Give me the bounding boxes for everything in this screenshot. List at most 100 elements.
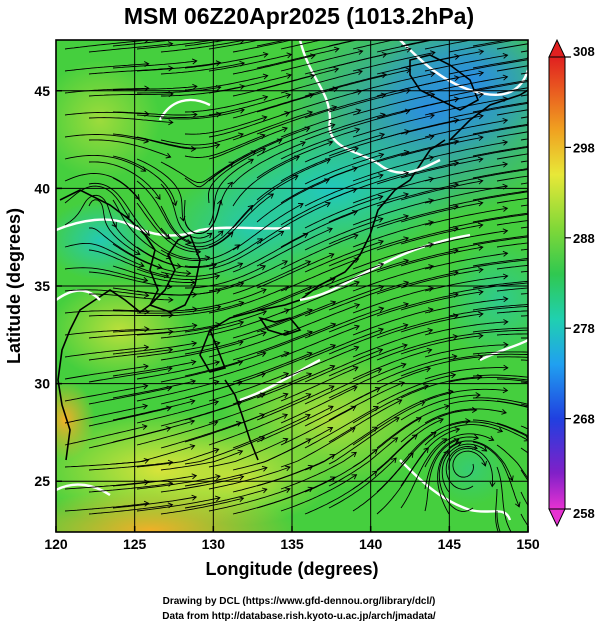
streamline — [88, 199, 141, 255]
streamline — [256, 405, 334, 443]
streamline-arrowhead — [481, 460, 487, 467]
streamline — [112, 177, 170, 240]
streamline — [208, 148, 266, 204]
streamline — [208, 331, 290, 358]
streamline — [328, 69, 411, 91]
streamline — [208, 286, 289, 314]
streamline — [184, 205, 253, 248]
streamline-arrowhead — [399, 381, 405, 387]
streamline-arrowhead — [576, 359, 581, 364]
streamline — [448, 191, 528, 207]
streamline — [184, 488, 267, 509]
streamline — [400, 313, 483, 333]
streamline-arrowhead — [572, 528, 577, 533]
streamline — [352, 221, 434, 248]
streamline — [496, 43, 528, 50]
streamline — [400, 428, 460, 487]
streamline-arrowhead — [215, 322, 222, 329]
streamline-arrowhead — [333, 46, 340, 53]
streamline-arrowhead — [238, 474, 245, 481]
streamline — [448, 40, 519, 53]
streamline — [136, 342, 220, 358]
streamline-arrowhead — [352, 233, 359, 240]
streamline-arrowhead — [186, 239, 192, 245]
streamline-arrowhead — [429, 92, 436, 99]
streamline — [280, 406, 356, 446]
streamline — [88, 117, 173, 123]
streamline — [208, 193, 274, 248]
streamline-arrowhead — [576, 259, 580, 264]
streamline — [136, 40, 217, 50]
x-tick-label: 120 — [44, 536, 68, 552]
streamline-arrowhead — [488, 435, 495, 442]
streamline — [208, 53, 292, 72]
streamline-arrowhead — [477, 222, 484, 229]
streamline — [208, 94, 291, 116]
y-axis-ticks: 25 30 35 40 45 — [34, 83, 62, 489]
streamline-arrowhead — [479, 28, 484, 33]
streamline-arrowhead — [572, 549, 577, 553]
streamline — [496, 153, 528, 160]
streamline — [400, 93, 484, 113]
streamline — [448, 353, 528, 361]
streamline-arrowhead — [213, 399, 220, 406]
streamline — [352, 72, 435, 94]
streamline — [184, 75, 268, 91]
streamline — [88, 367, 172, 383]
streamline-arrowhead — [134, 194, 140, 200]
streamline — [232, 393, 311, 427]
streamline — [304, 328, 384, 361]
streamline-arrowhead — [268, 193, 275, 199]
streamline-arrowhead — [331, 105, 338, 111]
streamline — [328, 40, 358, 47]
streamline-arrowhead — [237, 262, 244, 268]
streamline — [280, 325, 360, 358]
temperature-field — [56, 28, 587, 563]
streamline-arrowhead — [405, 46, 412, 53]
streamline — [208, 127, 288, 160]
streamline — [304, 113, 386, 141]
streamline-arrowhead — [354, 303, 361, 309]
streamline-arrowhead — [503, 319, 509, 325]
streamline — [88, 461, 173, 471]
streamline-arrowhead — [352, 366, 359, 372]
streamline-arrowhead — [328, 252, 335, 259]
streamline — [184, 436, 265, 465]
streamline-arrowhead — [477, 200, 484, 207]
streamline — [88, 314, 174, 317]
streamline — [184, 96, 268, 113]
streamline-arrowhead — [206, 232, 213, 239]
y-tick-label: 40 — [34, 180, 50, 196]
streamline-arrowhead — [217, 230, 224, 236]
streamline-arrowhead — [520, 558, 525, 563]
streamline-arrowhead — [324, 178, 330, 184]
streamline — [424, 207, 508, 226]
streamline-arrowhead — [582, 496, 587, 501]
streamline — [208, 139, 282, 182]
streamline — [232, 373, 312, 405]
streamline — [256, 454, 335, 487]
streamline-arrowhead — [305, 413, 311, 420]
streamline-arrowhead — [189, 398, 196, 405]
streamline — [352, 417, 422, 468]
streamline-arrowhead — [502, 273, 509, 280]
streamline-arrowhead — [393, 417, 400, 423]
streamline — [352, 114, 435, 138]
streamline-arrowhead — [248, 158, 254, 164]
streamline — [328, 417, 400, 465]
x-tick-label: 150 — [516, 536, 540, 552]
streamline-arrowhead — [287, 32, 292, 37]
streamline — [160, 301, 244, 317]
streamline-arrowhead — [382, 32, 387, 37]
streamline-arrowhead — [282, 126, 288, 133]
streamline — [328, 193, 409, 223]
streamline — [185, 265, 266, 289]
streamline — [256, 48, 339, 69]
streamline — [328, 457, 397, 509]
streamline — [184, 238, 263, 268]
streamline — [424, 388, 508, 402]
streamline — [208, 231, 284, 270]
streamline — [400, 246, 483, 267]
streamline — [280, 346, 359, 380]
streamline — [280, 304, 360, 336]
